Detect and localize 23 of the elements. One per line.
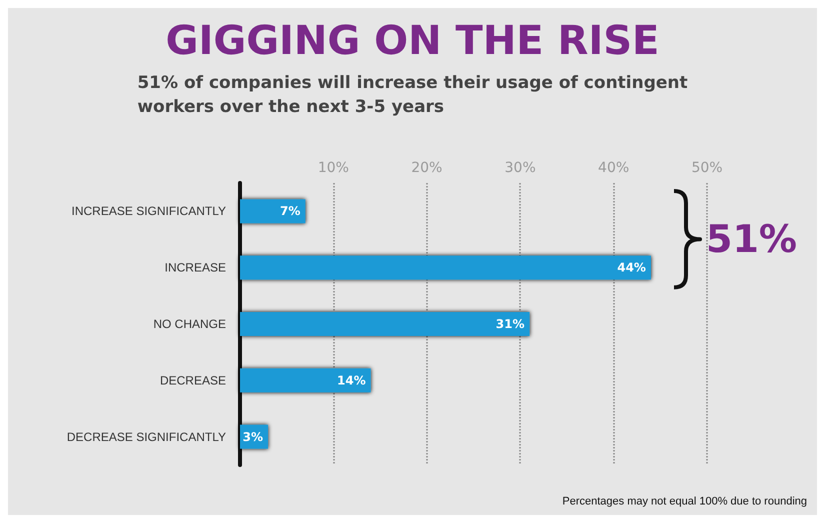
data-label: 31% bbox=[496, 317, 525, 331]
bar bbox=[240, 368, 371, 392]
chart-subtitle: 51% of companies will increase their usage of contingent workers over the next 3-5 years bbox=[137, 73, 688, 117]
x-tick-label: 20% bbox=[411, 160, 442, 176]
x-tick-label: 40% bbox=[598, 160, 630, 176]
data-label: 3% bbox=[242, 430, 264, 444]
y-tick-label: DECREASE bbox=[160, 373, 226, 388]
y-tick-label: INCREASE SIGNIFICANTLY bbox=[72, 204, 226, 218]
text: Percentages may not equal 100% due to rounding bbox=[562, 496, 808, 508]
chart-title: GIGGING ON THE RISE bbox=[166, 18, 660, 64]
x-tick-label: 30% bbox=[504, 160, 536, 176]
x-tick-label: 10% bbox=[318, 160, 349, 176]
y-tick-label: DECREASE SIGNIFICANTLY bbox=[66, 430, 226, 444]
bar bbox=[240, 312, 530, 336]
y-tick-label: NO CHANGE bbox=[153, 317, 226, 331]
data-label: 14% bbox=[337, 373, 366, 388]
y-tick-label: INCREASE bbox=[164, 260, 226, 275]
data-label: 44% bbox=[617, 260, 646, 275]
annotation: 51% bbox=[706, 216, 797, 264]
bar bbox=[240, 199, 306, 224]
bar bbox=[240, 256, 651, 280]
data-label: 7% bbox=[280, 204, 300, 218]
x-tick-label: 50% bbox=[691, 160, 723, 176]
